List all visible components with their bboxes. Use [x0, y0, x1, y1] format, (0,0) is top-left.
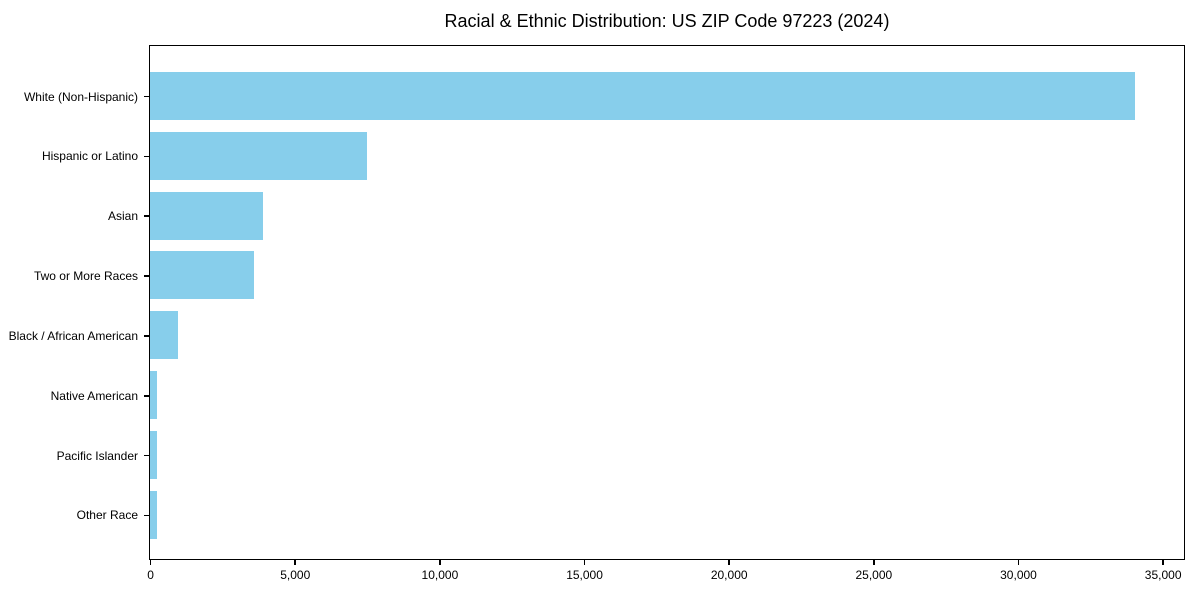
bar: [150, 431, 157, 480]
x-tick-label: 0: [147, 568, 154, 582]
x-tick: [439, 560, 441, 565]
y-axis-label: Pacific Islander: [56, 448, 138, 463]
x-tick: [149, 560, 152, 565]
bar: [150, 371, 157, 420]
bar: [150, 311, 178, 360]
bar: [150, 251, 255, 300]
y-axis-label: Native American: [50, 388, 138, 403]
x-tick-label: 25,000: [855, 568, 893, 582]
y-tick: [144, 394, 149, 397]
x-tick-label: 15,000: [566, 568, 603, 582]
y-axis-label: White (Non-Hispanic): [23, 89, 138, 104]
y-tick: [144, 95, 149, 98]
x-tick-label: 35,000: [1144, 568, 1182, 582]
y-tick: [144, 335, 149, 337]
chart-title: Racial & Ethnic Distribution: US ZIP Cod…: [444, 11, 890, 31]
bar: [150, 191, 263, 240]
y-tick: [144, 454, 149, 457]
x-tick-label: 20,000: [710, 568, 748, 582]
x-tick: [1162, 560, 1164, 565]
x-tick-label: 10,000: [421, 568, 459, 582]
y-tick: [144, 155, 149, 158]
y-axis-label: Asian: [107, 209, 138, 224]
y-tick: [144, 275, 149, 277]
x-tick-label: 5,000: [280, 568, 311, 582]
bar: [150, 490, 157, 539]
y-axis-label: Black / African American: [8, 328, 138, 343]
bar: [150, 131, 368, 180]
plot-area: [149, 45, 1185, 560]
x-tick: [873, 560, 875, 565]
y-axis-label: Two or More Races: [33, 269, 138, 284]
y-tick: [144, 514, 149, 517]
x-tick-label: 30,000: [1000, 568, 1037, 582]
x-tick: [1017, 560, 1020, 565]
y-tick: [144, 215, 149, 218]
y-axis-label: Other Race: [76, 508, 138, 523]
x-tick: [294, 560, 297, 565]
x-tick: [728, 560, 730, 565]
bar: [150, 71, 1135, 120]
y-axis-label: Hispanic or Latino: [41, 149, 138, 164]
x-tick: [583, 560, 586, 565]
